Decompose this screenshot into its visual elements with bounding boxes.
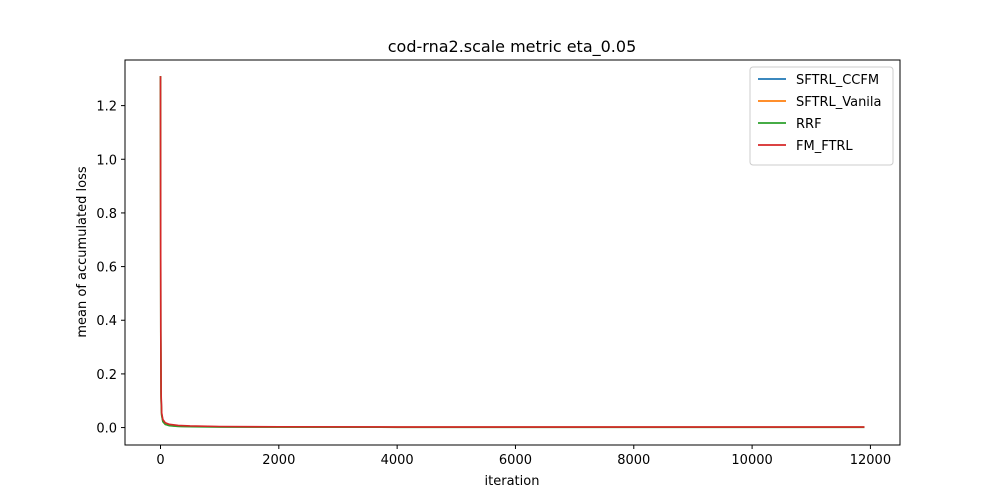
- chart-title: cod-rna2.scale metric eta_0.05: [388, 37, 637, 57]
- y-tick-label: 0.0: [96, 422, 117, 437]
- x-tick-label: 8000: [617, 453, 650, 468]
- x-tick-label: 0: [156, 453, 164, 468]
- x-tick-label: 10000: [731, 453, 772, 468]
- y-axis: 0.0 0.2 0.4 0.6 0.8 1.0 1.2: [96, 100, 125, 437]
- x-tick-label: 2000: [262, 453, 295, 468]
- y-tick-label: 0.8: [96, 207, 117, 222]
- y-tick-label: 0.4: [96, 314, 117, 329]
- x-tick-label: 6000: [499, 453, 532, 468]
- y-tick-label: 0.2: [96, 368, 117, 383]
- x-tick-label: 4000: [381, 453, 414, 468]
- legend-label: SFTRL_Vanila: [796, 95, 882, 110]
- x-axis-title: iteration: [485, 474, 540, 489]
- legend-label: RRF: [796, 117, 822, 132]
- y-tick-label: 0.6: [96, 261, 117, 276]
- series-line-fm-ftrl: [159, 76, 865, 428]
- series-layer: [159, 76, 865, 429]
- legend-label: FM_FTRL: [796, 139, 853, 154]
- legend-box: [749, 66, 894, 166]
- plot-frame: [124, 59, 901, 446]
- legend: SFTRL_CCFM SFTRL_Vanila RRF FM_FTRL: [749, 66, 894, 166]
- x-axis: 0 2000 4000 6000 8000 10000 12000: [156, 445, 891, 468]
- y-tick-label: 1.2: [96, 100, 117, 115]
- x-tick-label: 12000: [850, 453, 891, 468]
- y-tick-label: 1.0: [96, 153, 117, 168]
- y-axis-title: mean of accumulated loss: [75, 166, 90, 337]
- legend-label: SFTRL_CCFM: [796, 73, 879, 88]
